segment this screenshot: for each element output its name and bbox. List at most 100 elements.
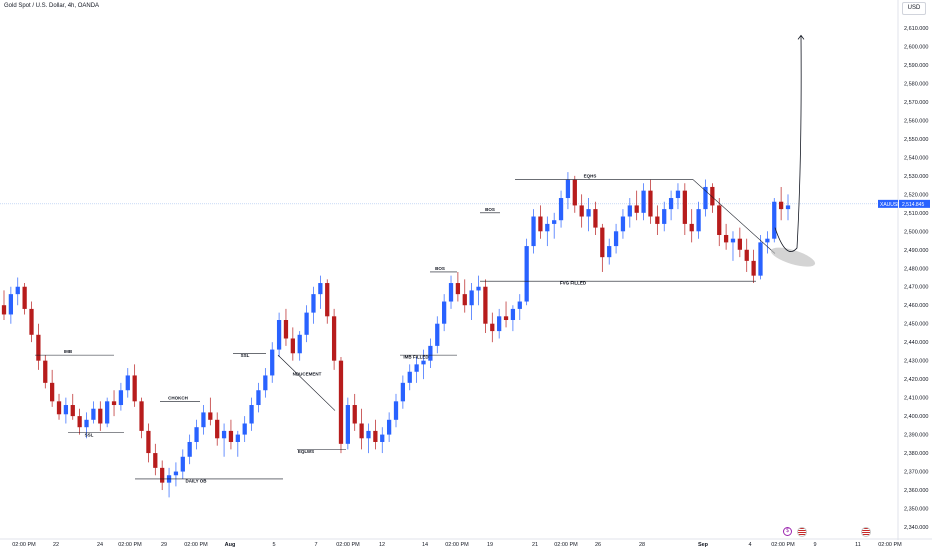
candle-body bbox=[77, 416, 82, 428]
candle-body bbox=[180, 456, 185, 472]
price-tick-label: 2,430.000 bbox=[904, 359, 928, 365]
candle-body bbox=[648, 190, 653, 217]
dollar-event-icon[interactable]: $ bbox=[783, 527, 792, 536]
candle-body bbox=[366, 430, 371, 439]
candle-body bbox=[469, 290, 474, 306]
candle-body bbox=[565, 179, 571, 199]
candle-body bbox=[43, 360, 48, 383]
candle-body bbox=[359, 423, 364, 439]
time-tick-label: 02:00 PM bbox=[445, 542, 469, 548]
inducement-line bbox=[277, 354, 336, 411]
time-tick-label: 02:00 PM bbox=[554, 542, 578, 548]
candle-body bbox=[593, 209, 598, 228]
price-tick-label: 2,530.000 bbox=[904, 174, 928, 180]
price-tick-label: 2,580.000 bbox=[904, 81, 928, 87]
time-tick-label: 02:00 PM bbox=[336, 542, 360, 548]
time-tick-label: 12 bbox=[379, 542, 385, 548]
candle-body bbox=[1, 305, 7, 315]
us-flag-event-icon[interactable] bbox=[861, 527, 871, 537]
time-tick-label: 11 bbox=[855, 542, 861, 548]
candle-body bbox=[160, 467, 165, 483]
candle-body bbox=[744, 249, 749, 261]
candle-body bbox=[139, 401, 144, 431]
candle-body bbox=[91, 408, 96, 420]
candle-body bbox=[36, 334, 41, 361]
candle-body bbox=[221, 430, 227, 439]
price-tick-label: 2,490.000 bbox=[904, 248, 928, 254]
time-tick-label: Aug bbox=[225, 542, 236, 548]
time-tick-label: 21 bbox=[532, 542, 538, 548]
candle-body bbox=[538, 216, 543, 232]
candle-body bbox=[662, 209, 667, 224]
candle-body bbox=[407, 371, 412, 383]
price-tick-label: 2,510.000 bbox=[904, 211, 928, 217]
candle-body bbox=[455, 283, 461, 295]
candle-body bbox=[579, 205, 584, 217]
candle-body bbox=[304, 312, 309, 335]
time-tick-label: Sep bbox=[698, 542, 709, 548]
candle-body bbox=[215, 419, 220, 439]
candle-body bbox=[600, 227, 605, 258]
candle-body bbox=[613, 231, 619, 247]
price-tick-label: 2,350.000 bbox=[904, 507, 928, 513]
candle-body bbox=[125, 375, 130, 391]
price-tick-label: 2,440.000 bbox=[904, 340, 928, 346]
candle-body bbox=[558, 198, 564, 221]
candle-body bbox=[730, 238, 736, 243]
candle-body bbox=[345, 405, 350, 444]
candle-body bbox=[428, 345, 433, 361]
candle-body bbox=[668, 198, 674, 210]
candle-body bbox=[228, 430, 234, 442]
us-flag-event-icon[interactable] bbox=[797, 527, 807, 537]
trendline bbox=[692, 179, 776, 254]
candle-body bbox=[380, 434, 385, 442]
candle-body bbox=[146, 430, 151, 454]
candle-body bbox=[448, 283, 454, 302]
price-tick-label: 2,570.000 bbox=[904, 100, 928, 106]
price-tick-label: 2,550.000 bbox=[904, 137, 928, 143]
candle-body bbox=[655, 216, 660, 224]
time-tick-label: 14 bbox=[422, 542, 428, 548]
candle-body bbox=[675, 190, 681, 199]
price-tick-label: 2,540.000 bbox=[904, 155, 928, 161]
candle-body bbox=[105, 401, 110, 424]
eqlws-label: EQLWS bbox=[298, 449, 314, 454]
candle-body bbox=[187, 441, 192, 457]
currency-button[interactable]: USD bbox=[902, 2, 926, 15]
candle-body bbox=[235, 434, 240, 442]
price-tick-label: 2,470.000 bbox=[904, 285, 928, 291]
candle-body bbox=[173, 471, 179, 476]
symbol-price-tag bbox=[878, 199, 898, 208]
candle-body bbox=[373, 430, 378, 442]
candle-body bbox=[490, 323, 495, 332]
time-tick-label: 19 bbox=[487, 542, 493, 548]
candle-body bbox=[338, 360, 344, 444]
candle-body bbox=[249, 405, 254, 424]
candle-body bbox=[414, 364, 419, 372]
candle-body bbox=[785, 205, 791, 210]
price-tick-label: 2,450.000 bbox=[904, 322, 928, 328]
candle-body bbox=[297, 334, 302, 354]
price-tick-label: 2,460.000 bbox=[904, 303, 928, 309]
price-tick-label: 2,590.000 bbox=[904, 63, 928, 69]
last-price-tag bbox=[899, 199, 930, 208]
candle-body bbox=[132, 375, 137, 402]
candle-body bbox=[421, 360, 426, 365]
projection-arrowhead bbox=[797, 34, 805, 40]
candle-body bbox=[118, 390, 124, 406]
candle-body bbox=[696, 209, 701, 232]
imb-filled-label: IMB FILLED bbox=[403, 355, 429, 360]
candle-body bbox=[50, 382, 55, 402]
ssl-label: SSL bbox=[85, 432, 94, 437]
time-tick-label: 02:00 PM bbox=[771, 542, 795, 548]
candle-body bbox=[751, 260, 756, 276]
candle-body bbox=[56, 401, 62, 415]
candle-body bbox=[723, 234, 729, 243]
price-tick-label: 2,480.000 bbox=[904, 266, 928, 272]
inducement-label: NDUCEMENT bbox=[293, 371, 322, 376]
candle-body bbox=[270, 349, 275, 376]
candle-body bbox=[627, 205, 632, 217]
ssl-label-2: SSL bbox=[241, 353, 250, 358]
candle-body bbox=[552, 220, 557, 224]
